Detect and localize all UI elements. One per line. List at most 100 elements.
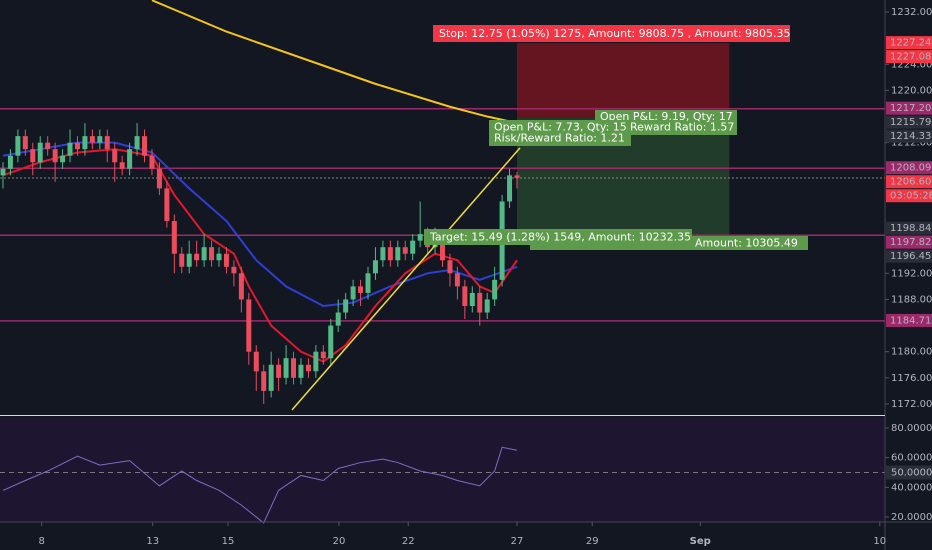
y-tick-label: 1180.00 — [891, 347, 932, 358]
candle-body — [313, 351, 319, 372]
y-tick-label: 1220.00 — [891, 85, 932, 96]
candle-body — [320, 351, 326, 359]
price-tag-label: 1214.33 — [890, 131, 931, 142]
candle-body — [358, 286, 364, 293]
candle-body — [149, 155, 155, 169]
candle-body — [60, 155, 66, 163]
price-tag-label: 1227.08 — [890, 52, 931, 63]
moving-average — [2, 148, 518, 363]
candle-body — [238, 273, 244, 300]
candle-body — [30, 149, 36, 163]
y-tick-label: 40.0000 — [891, 482, 932, 493]
price-tag — [886, 50, 932, 64]
candle-body — [283, 358, 289, 378]
price-tag-label: 1198.84 — [890, 223, 931, 234]
plot-area — [0, 0, 885, 524]
candle-body — [0, 168, 6, 176]
candle-body — [112, 149, 118, 163]
x-tick-label: 15 — [222, 536, 235, 547]
rsi-line — [2, 446, 518, 524]
candle-body — [462, 286, 468, 306]
target-label: Target: 15.49 (1.28%) 1549, Amount: 1023… — [429, 231, 691, 244]
candle-body — [216, 253, 222, 261]
price-tag-label: 1208.09 — [890, 163, 931, 174]
price-tag — [886, 235, 932, 249]
candle-body — [440, 240, 445, 261]
candle-body — [186, 253, 192, 267]
candle-body — [171, 221, 177, 254]
candle-body — [380, 247, 386, 261]
y-tick-label: 80.0000 — [891, 423, 932, 434]
x-tick-label: 10 — [873, 536, 886, 547]
x-tick-label: 20 — [333, 536, 346, 547]
candle-body — [209, 247, 215, 261]
candle-body — [410, 240, 416, 254]
y-tick-label: 1212.00 — [891, 138, 932, 149]
price-tag — [886, 249, 932, 263]
price-tag — [886, 115, 932, 129]
countdown-label: 03:05:28 — [890, 191, 932, 202]
price-tag-label: 1196.45 — [890, 251, 931, 262]
candle-body — [492, 279, 498, 300]
pnl-label: Open P&L: 7.73, Qty: 15 — [494, 121, 627, 134]
y-tick-label: 20.0000 — [891, 512, 932, 523]
candle-body — [194, 253, 200, 261]
candle-body — [231, 266, 237, 274]
moving-average — [2, 141, 518, 308]
candle-body — [298, 364, 304, 378]
candle-body — [276, 364, 282, 378]
candle-body — [261, 371, 267, 391]
rsi-tag — [886, 465, 932, 480]
candle-body — [22, 136, 28, 150]
moving-average — [151, 0, 518, 125]
y-tick-label: 1172.00 — [891, 399, 932, 410]
candle-body — [447, 260, 453, 274]
candle-body — [119, 162, 125, 169]
y-tick-label: 60.0000 — [891, 453, 932, 464]
candle-body — [365, 273, 371, 293]
y-tick-label: 1188.00 — [891, 294, 932, 305]
x-tick-label: 27 — [511, 536, 524, 547]
y-tick-label: 1224.00 — [891, 59, 932, 70]
label-box — [424, 229, 692, 245]
candle-body — [37, 142, 43, 163]
price-tag — [886, 313, 932, 327]
price-tag-label: 1206.60 — [890, 177, 931, 188]
candle-body — [268, 364, 274, 391]
candle-body — [246, 299, 252, 352]
target-label: Amount: 10305.49 — [695, 237, 798, 250]
label-box — [489, 120, 631, 146]
rsi-tag-label: 50.0000 — [891, 467, 932, 478]
price-tag-label: 1227.24 — [890, 38, 931, 49]
candle-body — [97, 136, 103, 143]
candle-body — [402, 247, 408, 254]
position-box — [516, 43, 730, 118]
label-box — [433, 25, 790, 42]
annotations: Amount: 10305.49 Target: 15.49 (1.28%) 1… — [424, 25, 808, 250]
candle-body — [223, 253, 229, 267]
countdown-box — [886, 189, 932, 203]
price-tag-label: 1197.82 — [890, 237, 931, 248]
candle-body — [335, 312, 341, 326]
candle-body — [67, 142, 73, 156]
rsi-pane — [0, 418, 885, 522]
candle-body — [350, 286, 356, 300]
ratio-label: Reward Ratio: 1.57 — [630, 121, 734, 134]
candle-body — [291, 358, 297, 378]
candle-body — [134, 136, 140, 150]
candle-body — [89, 136, 95, 143]
candle-body — [179, 253, 185, 267]
candle-body — [74, 142, 80, 150]
y-tick-label: 1232.00 — [891, 7, 932, 18]
candle-body — [417, 234, 423, 241]
ratio-label: Risk/Reward Ratio: 1.21 — [494, 132, 625, 145]
candle-body — [454, 273, 460, 287]
candle-body — [142, 136, 148, 156]
price-tag — [886, 129, 932, 143]
candle-body — [477, 292, 483, 313]
candle-body — [45, 142, 51, 150]
candle-body — [395, 247, 401, 261]
price-tag — [886, 101, 932, 115]
